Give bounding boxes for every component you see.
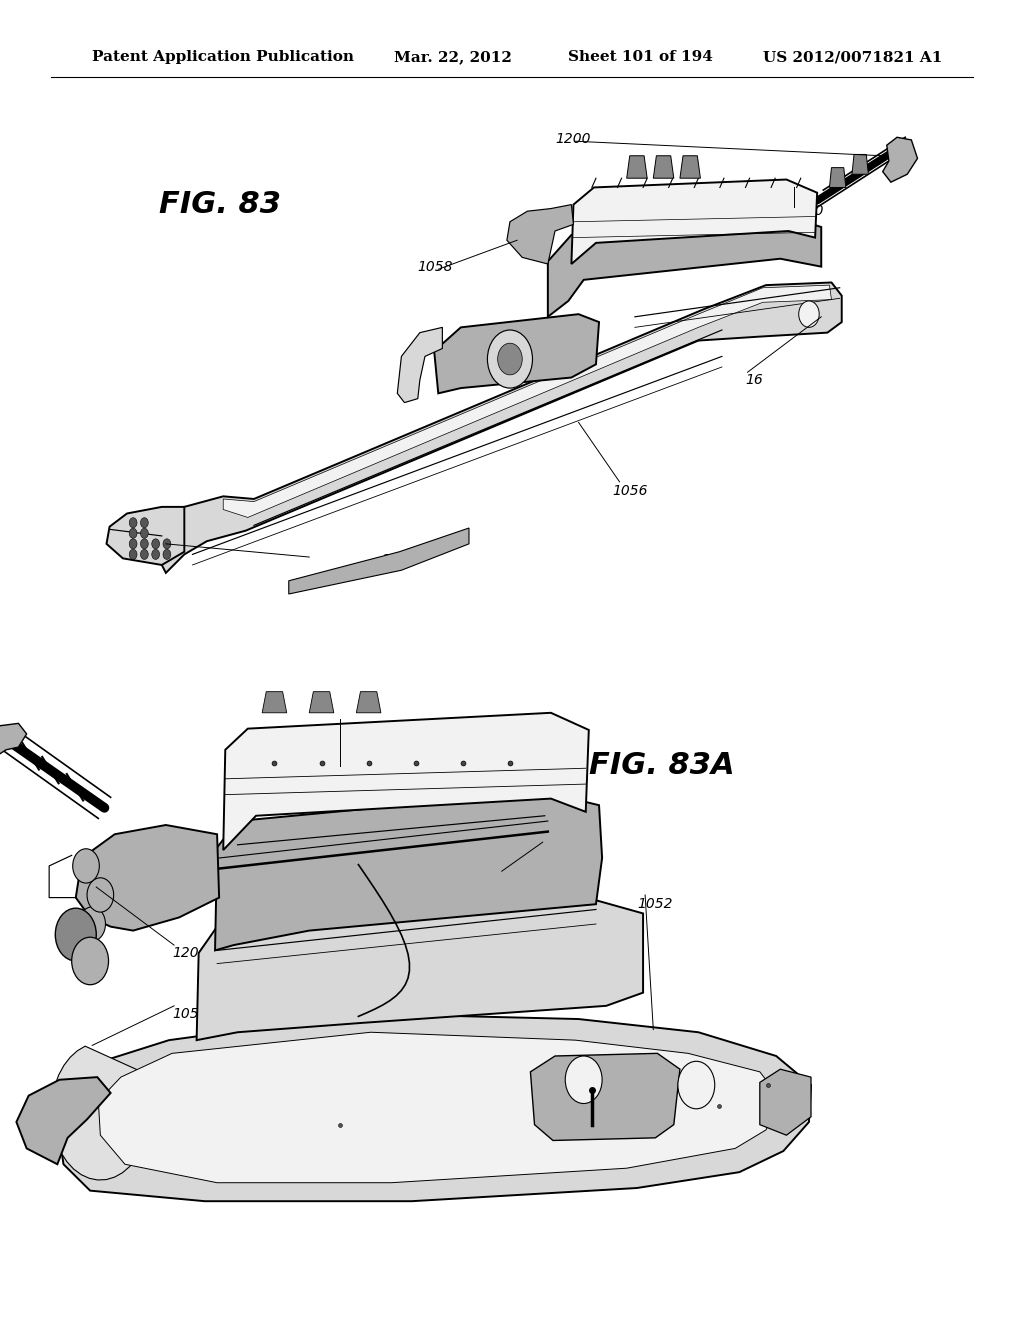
Circle shape: [72, 937, 109, 985]
Polygon shape: [760, 1069, 811, 1135]
Polygon shape: [356, 692, 381, 713]
Polygon shape: [530, 1053, 680, 1140]
Polygon shape: [106, 507, 184, 565]
Polygon shape: [76, 825, 219, 931]
Text: 1058: 1058: [418, 260, 453, 273]
Circle shape: [152, 539, 160, 549]
Polygon shape: [571, 180, 817, 264]
Polygon shape: [507, 205, 573, 264]
Polygon shape: [309, 692, 334, 713]
Text: 1052: 1052: [637, 898, 673, 911]
Circle shape: [152, 549, 160, 560]
Text: 1060: 1060: [788, 205, 824, 218]
Circle shape: [129, 539, 137, 549]
Polygon shape: [197, 900, 643, 1040]
Circle shape: [565, 1056, 602, 1104]
Text: Mar. 22, 2012: Mar. 22, 2012: [394, 50, 512, 65]
Text: 1056: 1056: [612, 484, 648, 498]
Polygon shape: [680, 156, 700, 178]
Text: FIG. 83A: FIG. 83A: [589, 751, 734, 780]
Text: 1200: 1200: [556, 132, 591, 145]
Polygon shape: [57, 1014, 811, 1201]
Circle shape: [799, 301, 819, 327]
Polygon shape: [434, 314, 599, 393]
Circle shape: [487, 330, 532, 388]
Circle shape: [498, 343, 522, 375]
Text: 16: 16: [745, 374, 763, 387]
Text: Patent Application Publication: Patent Application Publication: [92, 50, 354, 65]
Polygon shape: [223, 285, 831, 517]
Circle shape: [140, 539, 148, 549]
Polygon shape: [852, 154, 868, 174]
Polygon shape: [16, 1077, 111, 1164]
Text: 1200: 1200: [172, 946, 208, 960]
Polygon shape: [883, 137, 918, 182]
Polygon shape: [51, 1047, 150, 1180]
Circle shape: [55, 908, 96, 961]
Circle shape: [163, 539, 171, 549]
Text: 1052: 1052: [382, 553, 417, 566]
Polygon shape: [548, 214, 821, 317]
Circle shape: [79, 907, 105, 941]
Polygon shape: [162, 282, 842, 573]
Polygon shape: [653, 156, 674, 178]
Circle shape: [140, 517, 148, 528]
Circle shape: [129, 549, 137, 560]
Circle shape: [140, 528, 148, 539]
Text: 1056: 1056: [538, 841, 573, 854]
Polygon shape: [627, 156, 647, 178]
Circle shape: [129, 528, 137, 539]
Circle shape: [87, 878, 114, 912]
Text: US 2012/0071821 A1: US 2012/0071821 A1: [763, 50, 942, 65]
Polygon shape: [215, 792, 602, 950]
Polygon shape: [289, 528, 469, 594]
Circle shape: [163, 549, 171, 560]
Text: Sheet 101 of 194: Sheet 101 of 194: [568, 50, 713, 65]
Polygon shape: [223, 713, 589, 850]
Text: FIG. 83: FIG. 83: [159, 190, 281, 219]
Circle shape: [73, 849, 99, 883]
Circle shape: [129, 517, 137, 528]
Polygon shape: [0, 723, 27, 758]
Polygon shape: [829, 168, 846, 187]
Text: 1058: 1058: [172, 1007, 208, 1020]
Polygon shape: [98, 1032, 780, 1183]
Polygon shape: [397, 327, 442, 403]
Circle shape: [140, 549, 148, 560]
Polygon shape: [262, 692, 287, 713]
Circle shape: [678, 1061, 715, 1109]
Text: 1060: 1060: [315, 762, 350, 775]
